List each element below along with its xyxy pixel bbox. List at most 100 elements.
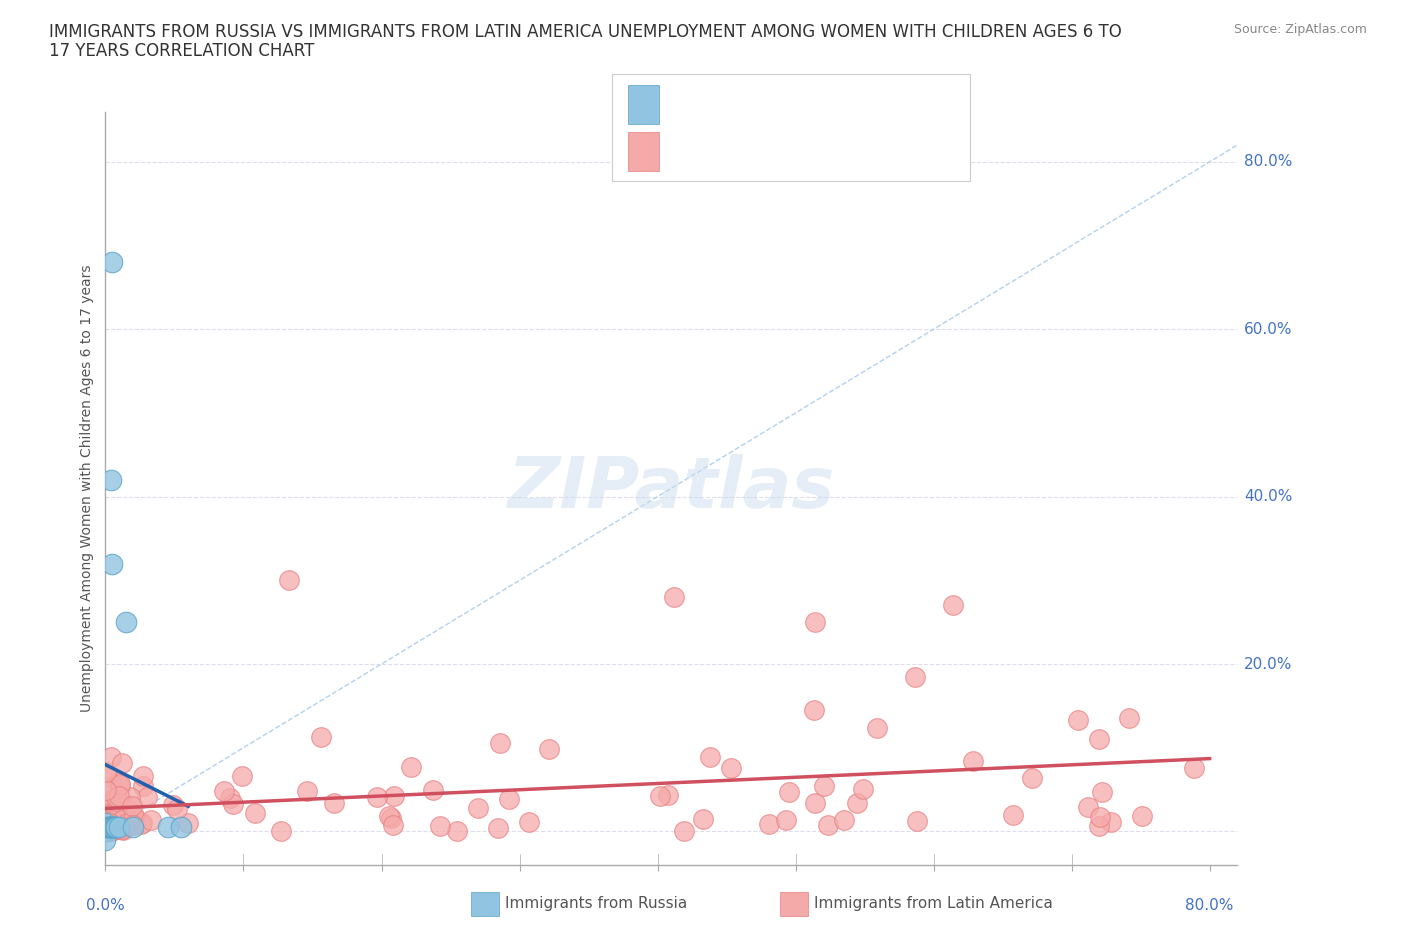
Point (108, 777, 131, 792)
Point (866, 721, 889, 736)
Point (657, 788, 679, 803)
Point (278, 573, 301, 588)
Point (97, 824, 120, 839)
Point (758, 817, 780, 831)
Point (101, 820, 124, 835)
Point (111, 821, 134, 836)
Point (804, 615, 827, 630)
Point (832, 812, 855, 827)
Point (94, 832, 117, 847)
Point (904, 670, 927, 684)
Text: 0.690: 0.690 (710, 96, 766, 113)
Text: 80.0%: 80.0% (1244, 154, 1292, 169)
Point (1130, 808, 1153, 823)
Point (108, 821, 131, 836)
Point (378, 808, 401, 823)
Point (962, 753, 984, 768)
Point (96, 783, 118, 798)
Text: 0.0%: 0.0% (86, 898, 125, 913)
Point (115, 817, 138, 831)
Point (97, 806, 120, 821)
Point (664, 590, 686, 604)
Point (96, 812, 118, 827)
Point (100, 823, 122, 838)
Point (104, 820, 127, 835)
Point (110, 793, 132, 808)
Point (905, 814, 928, 829)
Text: Immigrants from Russia: Immigrants from Russia (505, 897, 688, 911)
Point (112, 818, 135, 833)
Point (156, 820, 179, 835)
Point (96, 813, 118, 828)
Point (382, 817, 405, 832)
Point (1118, 711, 1140, 725)
Point (132, 768, 155, 783)
Point (309, 729, 332, 744)
Point (817, 817, 839, 832)
Point (366, 790, 388, 804)
Point (131, 778, 153, 793)
Text: 125: 125 (811, 142, 849, 160)
Point (118, 816, 141, 830)
Point (212, 784, 235, 799)
Point (111, 755, 134, 770)
Point (486, 820, 509, 835)
Point (1001, 807, 1024, 822)
Point (222, 797, 245, 812)
Point (489, 736, 512, 751)
Point (399, 760, 422, 775)
Point (115, 810, 138, 825)
Point (162, 797, 184, 812)
Point (803, 703, 825, 718)
Point (105, 820, 128, 835)
Point (107, 818, 129, 833)
Text: IMMIGRANTS FROM RUSSIA VS IMMIGRANTS FROM LATIN AMERICA UNEMPLOYMENT AMONG WOMEN: IMMIGRANTS FROM RUSSIA VS IMMIGRANTS FRO… (49, 23, 1122, 41)
Point (101, 820, 124, 835)
Text: 24: 24 (811, 96, 837, 113)
Point (121, 817, 143, 832)
Point (322, 795, 344, 810)
Point (100, 820, 122, 835)
Text: N =: N = (772, 142, 811, 160)
Point (103, 818, 125, 833)
Point (104, 819, 127, 834)
Point (97, 821, 120, 836)
Point (139, 813, 162, 828)
Point (108, 777, 131, 791)
Point (382, 788, 405, 803)
Point (105, 803, 128, 817)
Point (94, 816, 117, 830)
Point (96, 768, 118, 783)
Point (103, 818, 125, 833)
Text: 40.0%: 40.0% (1244, 489, 1292, 504)
Text: 0.142: 0.142 (710, 142, 766, 160)
Text: R =: R = (671, 142, 710, 160)
Point (107, 794, 129, 809)
Text: 17 YEARS CORRELATION CHART: 17 YEARS CORRELATION CHART (49, 42, 315, 60)
Text: 80.0%: 80.0% (1185, 898, 1234, 913)
Point (1091, 784, 1114, 799)
Point (98, 820, 121, 835)
Point (775, 812, 797, 827)
Point (517, 815, 540, 830)
Point (115, 615, 138, 630)
Point (1077, 800, 1099, 815)
Point (108, 820, 131, 835)
Point (100, 820, 122, 835)
Point (538, 741, 561, 756)
Point (1088, 732, 1111, 747)
Point (111, 808, 134, 823)
Point (131, 816, 153, 830)
Point (96, 817, 118, 831)
Text: Immigrants from Latin America: Immigrants from Latin America (814, 897, 1053, 911)
Point (107, 803, 129, 817)
Point (446, 824, 468, 839)
Point (94, 824, 117, 839)
Point (219, 790, 242, 805)
Point (498, 792, 520, 807)
Text: 60.0%: 60.0% (1244, 322, 1292, 337)
Point (673, 823, 696, 838)
Point (111, 813, 134, 828)
Point (103, 820, 125, 835)
Point (94, 824, 117, 839)
